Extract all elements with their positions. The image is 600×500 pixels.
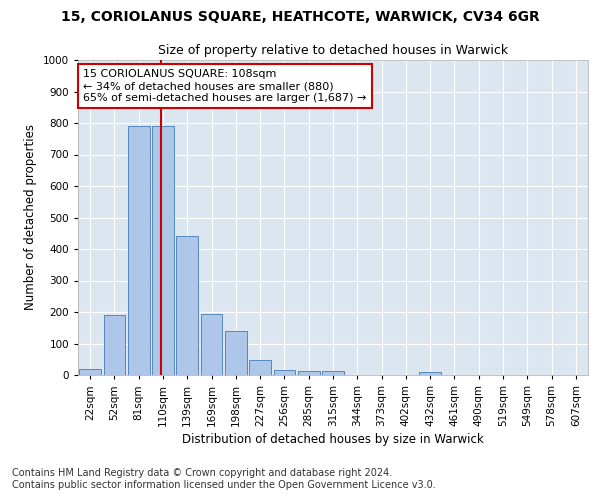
- Bar: [419, 372, 441, 375]
- Bar: [152, 126, 174, 375]
- Text: Contains HM Land Registry data © Crown copyright and database right 2024.
Contai: Contains HM Land Registry data © Crown c…: [12, 468, 436, 490]
- X-axis label: Distribution of detached houses by size in Warwick: Distribution of detached houses by size …: [182, 433, 484, 446]
- Bar: [79, 370, 101, 375]
- Bar: [200, 314, 223, 375]
- Bar: [128, 126, 149, 375]
- Bar: [322, 371, 344, 375]
- Bar: [104, 314, 125, 375]
- Bar: [249, 360, 271, 375]
- Bar: [298, 371, 320, 375]
- Text: 15 CORIOLANUS SQUARE: 108sqm
← 34% of detached houses are smaller (880)
65% of s: 15 CORIOLANUS SQUARE: 108sqm ← 34% of de…: [83, 70, 367, 102]
- Bar: [274, 370, 295, 375]
- Y-axis label: Number of detached properties: Number of detached properties: [24, 124, 37, 310]
- Text: 15, CORIOLANUS SQUARE, HEATHCOTE, WARWICK, CV34 6GR: 15, CORIOLANUS SQUARE, HEATHCOTE, WARWIC…: [61, 10, 539, 24]
- Bar: [176, 236, 198, 375]
- Title: Size of property relative to detached houses in Warwick: Size of property relative to detached ho…: [158, 44, 508, 58]
- Bar: [225, 331, 247, 375]
